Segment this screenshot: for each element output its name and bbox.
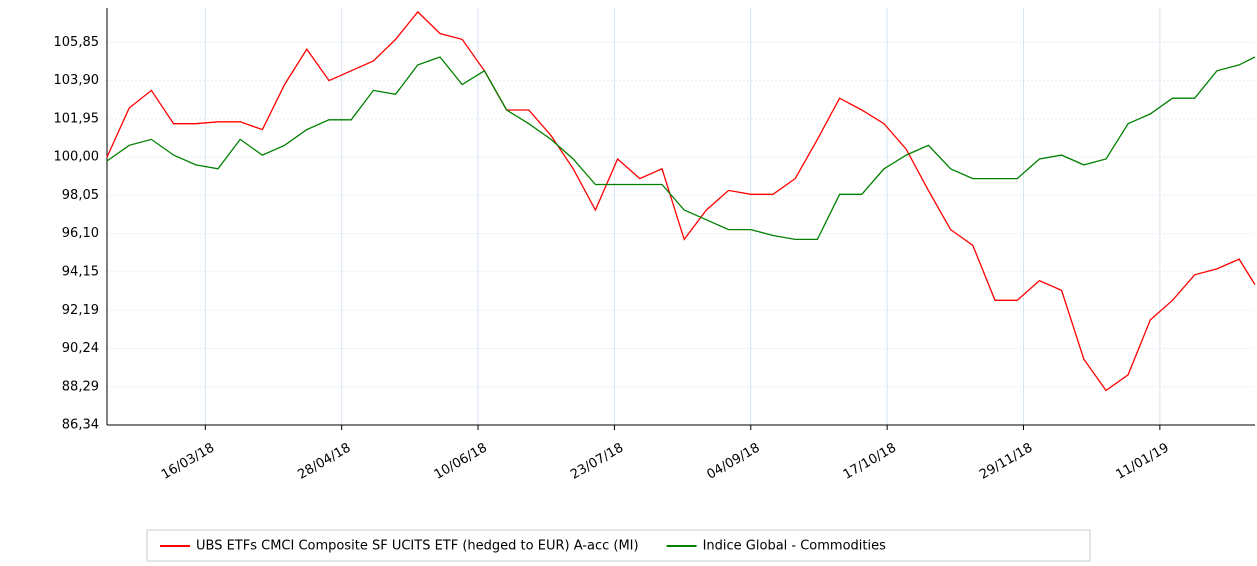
y-tick-label: 88,29	[62, 379, 99, 394]
y-tick-label: 100,00	[54, 150, 100, 165]
series-line	[106, 10, 1256, 392]
x-tick-label: 10/06/18	[432, 441, 490, 483]
x-tick-label: 04/09/18	[704, 441, 762, 483]
y-tick-label: 90,24	[62, 341, 99, 356]
y-tick-label: 101,95	[54, 111, 100, 126]
y-tick-label: 98,05	[62, 188, 99, 203]
x-tick-label: 16/03/18	[159, 441, 217, 483]
legend-box	[146, 529, 1091, 562]
x-tick-label: 29/11/18	[977, 441, 1035, 483]
x-tick-label: 11/01/19	[1114, 441, 1172, 483]
y-tick-label: 105,85	[54, 35, 100, 50]
y-tick-label: 94,15	[62, 264, 99, 279]
legend-label: Indice Global - Commodities	[703, 539, 887, 554]
x-tick-label: 17/10/18	[841, 441, 899, 483]
y-tick-label: 103,90	[54, 73, 100, 88]
y-tick-label: 86,34	[62, 418, 99, 433]
y-tick-label: 92,19	[62, 303, 99, 318]
series-line	[106, 56, 1256, 241]
x-tick-label: 23/07/18	[568, 441, 626, 483]
legend-label: UBS ETFs CMCI Composite SF UCITS ETF (he…	[196, 539, 639, 554]
y-tick-label: 96,10	[62, 226, 99, 241]
x-tick-label: 28/04/18	[295, 441, 353, 483]
